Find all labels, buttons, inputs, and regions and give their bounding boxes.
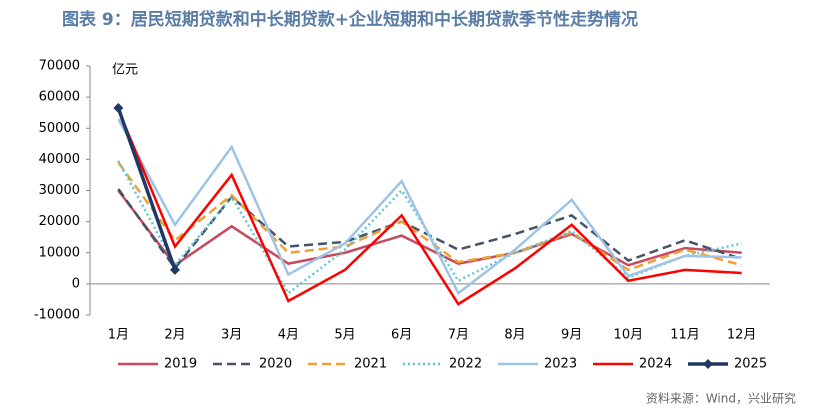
x-tick-label: 1月 <box>108 328 129 343</box>
legend-label: 2022 <box>449 357 482 372</box>
series-line <box>117 109 742 306</box>
x-tick-label: 12月 <box>727 328 757 343</box>
series-line <box>117 160 742 296</box>
y-unit: 亿元 <box>112 63 138 78</box>
series-line <box>117 189 742 267</box>
y-tick-label: -10000 <box>34 308 80 323</box>
y-tick-label: 70000 <box>39 59 80 74</box>
chart-title: 图表 9：居民短期贷款和中长期贷款+企业短期和中长期贷款季节性走势情况 <box>62 9 638 30</box>
legend-label: 2019 <box>164 357 197 372</box>
y-tick-label: 60000 <box>39 90 80 105</box>
x-tick-label: 3月 <box>221 328 242 343</box>
x-tick-label: 11月 <box>670 328 700 343</box>
y-tick-label: 40000 <box>39 152 80 167</box>
series-line <box>116 107 177 271</box>
legend-marker <box>703 359 713 369</box>
source: 资料来源：Wind，兴业研究 <box>646 391 796 406</box>
point-marker <box>113 103 124 114</box>
x-tick-label: 6月 <box>391 328 412 343</box>
y-tick-label: 20000 <box>39 214 80 229</box>
y-tick-label: 30000 <box>39 183 80 198</box>
legend-label: 2021 <box>354 357 387 372</box>
legend-label: 2024 <box>639 357 672 372</box>
x-tick-label: 5月 <box>334 328 355 343</box>
y-tick-label: 50000 <box>39 121 80 136</box>
y-tick-label: 10000 <box>39 245 80 260</box>
legend-label: 2020 <box>259 357 292 372</box>
x-tick-label: 7月 <box>448 328 469 343</box>
x-tick-label: 4月 <box>278 328 299 343</box>
legend-label: 2025 <box>734 357 767 372</box>
x-tick-label: 8月 <box>504 328 525 343</box>
point-marker <box>170 264 180 275</box>
series-line <box>117 161 742 272</box>
x-tick-label: 9月 <box>561 328 582 343</box>
x-tick-label: 2月 <box>164 328 185 343</box>
x-tick-label: 10月 <box>614 328 644 343</box>
series-line <box>117 118 742 296</box>
y-tick-label: 0 <box>72 276 80 291</box>
legend-label: 2023 <box>544 357 577 372</box>
